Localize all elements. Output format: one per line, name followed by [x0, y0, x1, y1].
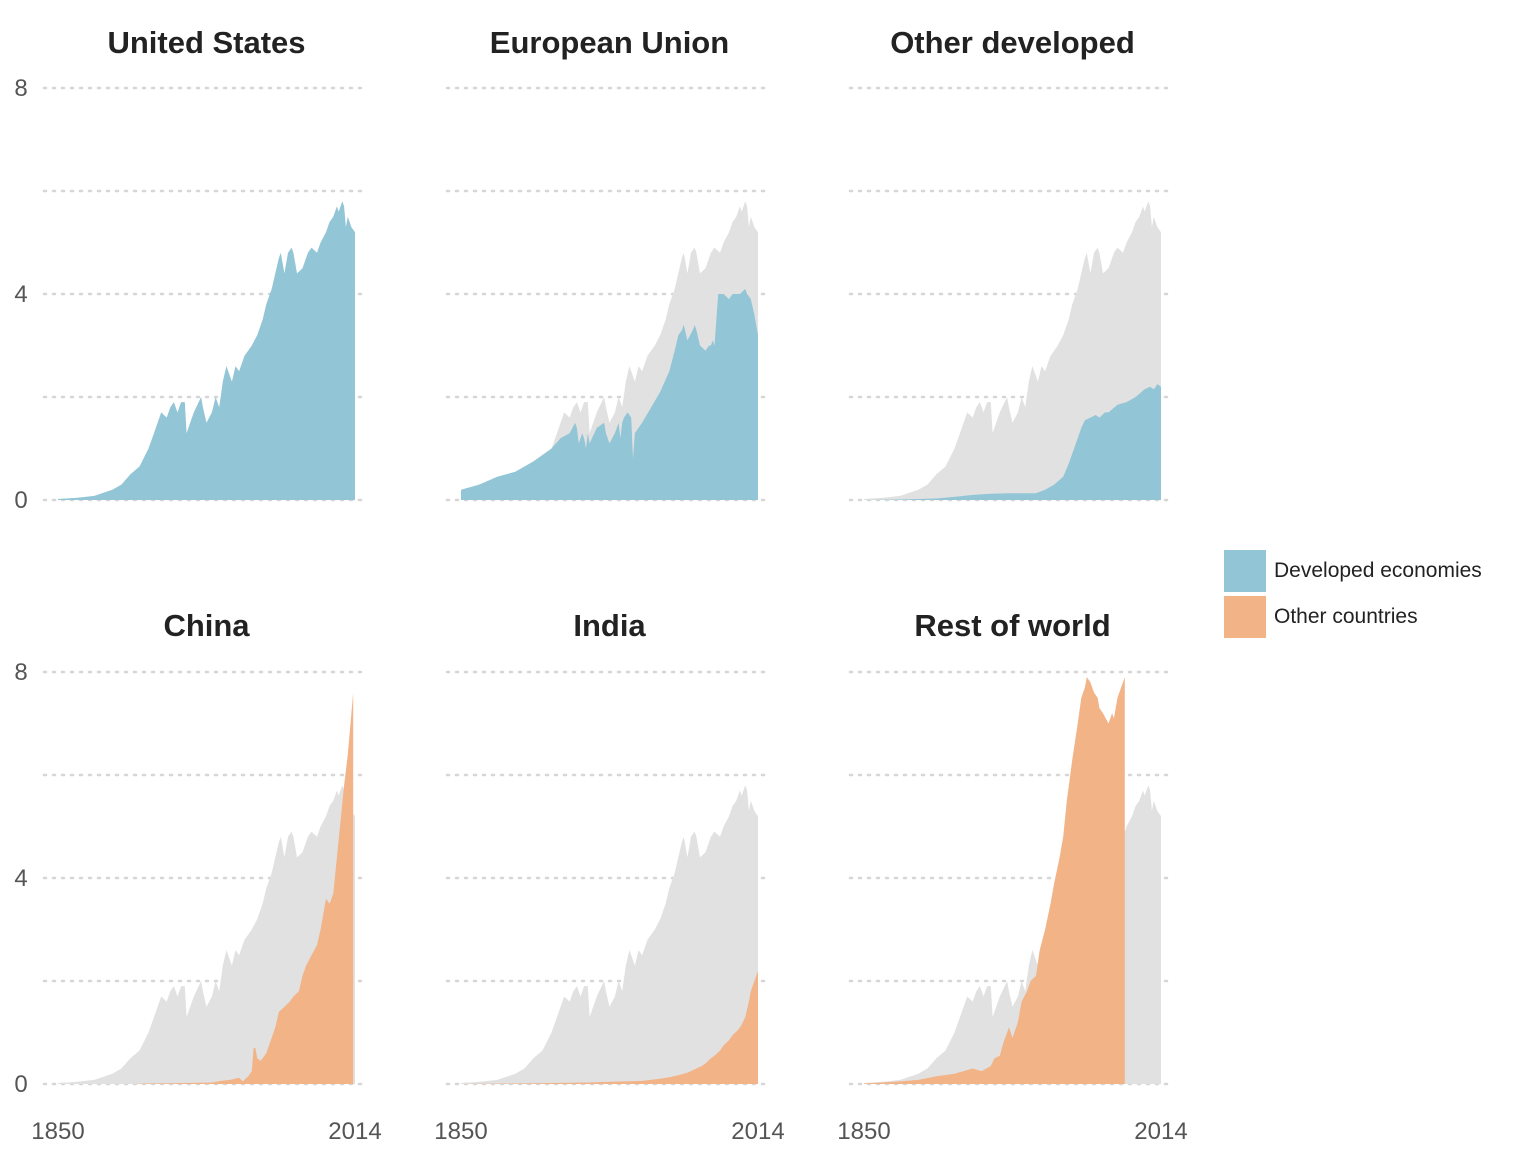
- x-tick-label: 1850: [434, 1118, 487, 1145]
- legend-item-other: Other countries: [1224, 594, 1482, 640]
- background-area: [461, 785, 758, 1084]
- x-tick-label: 2014: [1134, 1118, 1187, 1145]
- y-tick-label: 0: [14, 1071, 27, 1098]
- y-tick-label: 4: [14, 865, 27, 892]
- panel-other-developed: Other developed: [848, 25, 1175, 502]
- legend-label-developed: Developed economies: [1274, 559, 1482, 582]
- legend-swatch-other: [1224, 596, 1266, 638]
- x-tick-label: 1850: [31, 1118, 84, 1145]
- area-rest-of-world: [864, 677, 1125, 1084]
- area-china: [58, 692, 354, 1084]
- legend-item-developed: Developed economies: [1224, 548, 1482, 594]
- area-other-developed: [864, 384, 1161, 500]
- area-european-union: [461, 288, 758, 500]
- panel-rest-of-world: Rest of world 1850 2014: [837, 608, 1187, 1145]
- background-area: [58, 785, 355, 1084]
- x-tick-label: 2014: [731, 1118, 784, 1145]
- panel-title: United States: [107, 25, 305, 60]
- legend-swatch-developed: [1224, 550, 1266, 592]
- panel-title: China: [163, 608, 250, 643]
- panel-title: India: [573, 608, 646, 643]
- panel-united-states: United States 0 4 8: [14, 25, 369, 514]
- panel-title: Rest of world: [914, 608, 1110, 643]
- area-united-states: [58, 201, 355, 501]
- panel-china: China 0 4 8 1850 2014: [14, 608, 381, 1145]
- panel-title: Other developed: [890, 25, 1135, 60]
- area-india: [461, 970, 758, 1084]
- x-tick-label: 2014: [328, 1118, 381, 1145]
- x-tick-label: 1850: [837, 1118, 890, 1145]
- y-tick-label: 0: [14, 487, 27, 514]
- panel-european-union: European Union: [445, 25, 772, 502]
- legend: Developed economies Other countries: [1224, 548, 1482, 640]
- panel-india: India 1850 2014: [434, 608, 784, 1145]
- y-tick-label: 8: [14, 659, 27, 686]
- y-tick-label: 8: [14, 75, 27, 102]
- panel-title: European Union: [490, 25, 729, 60]
- y-tick-label: 4: [14, 281, 27, 308]
- legend-label-other: Other countries: [1274, 605, 1418, 628]
